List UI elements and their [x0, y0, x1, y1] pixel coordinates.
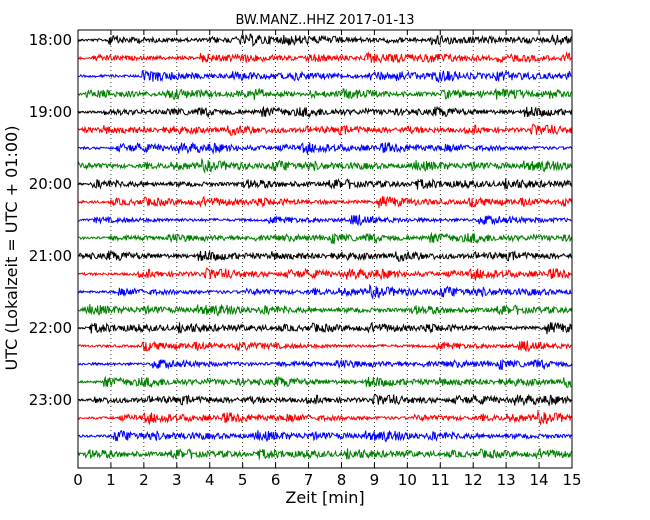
- x-tick-label: 2: [139, 471, 149, 489]
- trace-line: [77, 283, 572, 301]
- x-tick-label: 1: [106, 471, 116, 489]
- trace-line: [77, 409, 572, 427]
- trace-line: [77, 33, 572, 48]
- x-tick-label: 4: [205, 471, 215, 489]
- x-tick-label: 0: [73, 471, 83, 489]
- x-axis: 0 1 2 3 4 5 6 7 8 9 10 11 12 13 14 15: [73, 30, 582, 489]
- trace-line: [77, 105, 572, 119]
- x-tick-label: 5: [238, 471, 248, 489]
- y-tick-label: 19:00: [29, 103, 72, 121]
- trace-line: [77, 231, 572, 245]
- trace-line: [77, 393, 572, 407]
- x-tick-label: 15: [562, 471, 581, 489]
- trace-line: [77, 267, 572, 282]
- trace-line: [77, 340, 572, 353]
- y-axis-label: UTC (Lokalzeit = UTC + 01:00): [2, 126, 21, 371]
- trace-line: [77, 429, 572, 443]
- trace-line: [77, 69, 572, 83]
- y-tick-label: 22:00: [29, 319, 72, 337]
- x-tick-label: 9: [370, 471, 380, 489]
- chart-title: BW.MANZ..HHZ 2017-01-13: [235, 13, 414, 28]
- trace-line: [77, 123, 572, 136]
- x-tick-label: 11: [431, 471, 450, 489]
- x-tick-label: 13: [497, 471, 516, 489]
- trace-line: [77, 249, 572, 262]
- trace-line: [77, 447, 572, 460]
- trace-line: [77, 157, 572, 175]
- x-tick-label: 14: [530, 471, 549, 489]
- y-tick-label: 23:00: [29, 391, 72, 409]
- trace-line: [77, 321, 572, 335]
- trace-line: [77, 214, 572, 227]
- x-tick-label: 6: [271, 471, 281, 489]
- x-tick-label: 12: [464, 471, 483, 489]
- x-tick-label: 10: [398, 471, 417, 489]
- x-tick-label: 8: [337, 471, 347, 489]
- trace-line: [77, 358, 572, 371]
- trace-line: [77, 304, 572, 317]
- y-tick-label: 18:00: [29, 31, 72, 49]
- trace-line: [77, 88, 572, 101]
- y-tick-label: 21:00: [29, 247, 72, 265]
- trace-line: [77, 178, 572, 190]
- trace-line: [77, 195, 572, 209]
- plot-frame: [77, 29, 573, 469]
- traces: [77, 33, 572, 460]
- y-tick-label: 20:00: [29, 175, 72, 193]
- x-tick-label: 7: [304, 471, 314, 489]
- x-axis-label: Zeit [min]: [285, 488, 364, 507]
- trace-line: [77, 51, 572, 64]
- x-tick-label: 3: [172, 471, 182, 489]
- trace-line: [77, 141, 572, 156]
- y-axis: 18:00 19:00 20:00 21:00 22:00 23:00: [29, 31, 572, 409]
- trace-line: [77, 375, 572, 389]
